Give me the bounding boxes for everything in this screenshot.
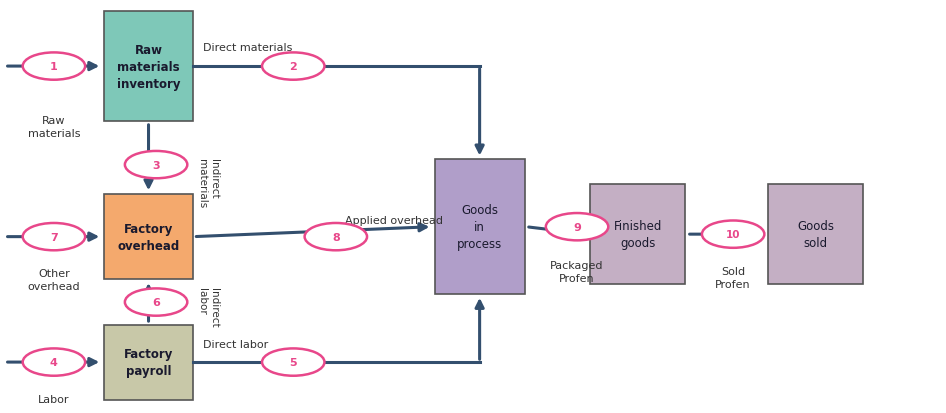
Text: Indirect
labor: Indirect labor: [197, 287, 219, 327]
Text: Direct labor: Direct labor: [203, 339, 269, 349]
Circle shape: [305, 223, 367, 251]
Text: 10: 10: [726, 230, 741, 240]
Text: 8: 8: [332, 232, 340, 242]
FancyBboxPatch shape: [590, 185, 685, 285]
Circle shape: [702, 221, 764, 248]
Text: Factory
overhead: Factory overhead: [117, 222, 180, 252]
Text: Goods
sold: Goods sold: [797, 220, 834, 249]
Text: 6: 6: [152, 297, 160, 307]
FancyBboxPatch shape: [435, 160, 524, 294]
Text: 2: 2: [289, 62, 297, 72]
Text: Raw
materials: Raw materials: [27, 116, 80, 139]
Circle shape: [23, 223, 85, 251]
Circle shape: [546, 214, 608, 241]
Text: 7: 7: [50, 232, 58, 242]
Text: Finished
goods: Finished goods: [613, 220, 662, 249]
FancyBboxPatch shape: [104, 195, 194, 280]
Text: Packaged
Profen: Packaged Profen: [551, 260, 604, 283]
Text: 1: 1: [50, 62, 58, 72]
Text: Goods
in
process: Goods in process: [457, 204, 502, 251]
Circle shape: [262, 53, 324, 81]
Text: 4: 4: [50, 357, 58, 367]
Text: Labor: Labor: [38, 394, 70, 404]
FancyBboxPatch shape: [104, 12, 194, 122]
FancyBboxPatch shape: [768, 185, 863, 285]
Text: 9: 9: [573, 222, 581, 232]
FancyBboxPatch shape: [104, 325, 194, 400]
Text: Sold
Profen: Sold Profen: [715, 266, 751, 290]
Text: 5: 5: [289, 357, 297, 367]
Text: Factory
payroll: Factory payroll: [124, 347, 173, 377]
Text: Indirect
materials: Indirect materials: [197, 158, 219, 207]
Circle shape: [23, 53, 85, 81]
Circle shape: [23, 349, 85, 376]
Circle shape: [125, 289, 187, 316]
Text: Direct materials: Direct materials: [203, 43, 292, 53]
Circle shape: [262, 349, 324, 376]
Text: Other
overhead: Other overhead: [27, 268, 80, 292]
Text: Raw
materials
inventory: Raw materials inventory: [116, 43, 181, 90]
Circle shape: [125, 152, 187, 179]
Text: Applied overhead: Applied overhead: [345, 215, 444, 225]
Text: 3: 3: [152, 160, 160, 170]
